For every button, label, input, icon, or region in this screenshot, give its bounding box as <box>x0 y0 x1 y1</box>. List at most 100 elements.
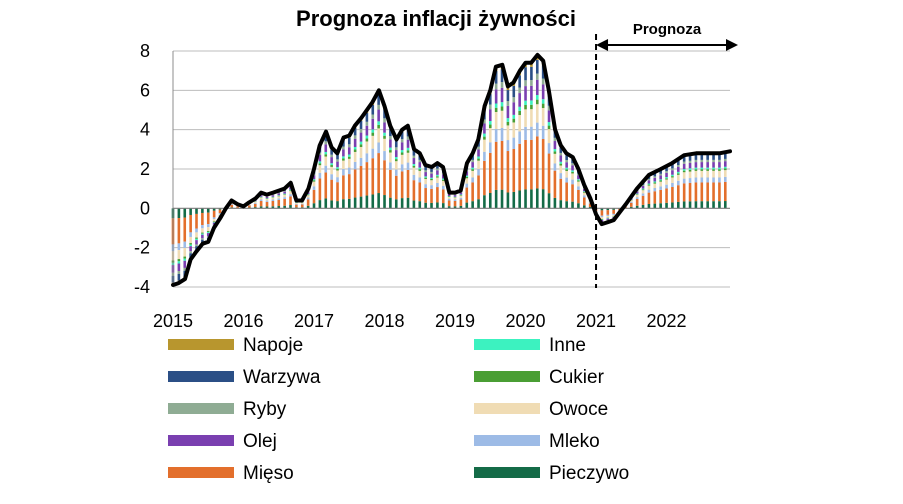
bar-segment-olej <box>406 139 410 148</box>
bar-segment-pieczywo <box>189 208 192 215</box>
bar-segment-mleko <box>277 198 281 201</box>
legend-item: Ryby <box>168 399 287 420</box>
bar-segment-pieczywo <box>582 205 586 209</box>
bar-segment-pieczywo <box>724 201 727 209</box>
bar-segment-mleko <box>342 169 345 176</box>
bar-segment-mleko <box>535 122 539 137</box>
bar-segment-olej <box>665 172 668 178</box>
x-tick-labels: 2015 2016 2017 2018 2019 2020 2021 2022 <box>153 311 687 331</box>
bar-segment-olej <box>277 193 281 196</box>
bar-segment-mleko <box>671 182 674 187</box>
bar-segment-owoce <box>477 160 480 170</box>
bar-segment-cukier <box>430 178 433 181</box>
bar-segment-mięso <box>677 185 680 202</box>
bar-segment-owoce <box>541 108 545 126</box>
bar-segment-owoce <box>412 167 416 175</box>
bar-segment-ryby <box>477 146 480 150</box>
bar-segment-owoce <box>330 166 333 175</box>
bar-segment-cukier <box>312 180 316 182</box>
total-inflation-line <box>171 52 732 287</box>
bar-segment-olej <box>647 180 651 184</box>
bar-segment-cukier <box>201 232 204 234</box>
bar-segment-mleko <box>230 204 234 205</box>
legend-label: Owoce <box>549 399 608 420</box>
bar-segment-olej <box>682 163 686 170</box>
bar-segment-warzywa <box>682 156 686 162</box>
bar-segment-mięso <box>183 217 187 242</box>
bar-segment-mleko <box>283 197 286 199</box>
forecast-label: Prognoza <box>633 21 702 38</box>
bar-segment-pieczywo <box>201 208 204 213</box>
bar-segment-owoce <box>565 170 568 178</box>
bar-segment-mięso <box>665 188 668 203</box>
bar-segment-mięso <box>394 175 398 200</box>
bar-segment-mleko <box>324 165 328 173</box>
legend-label: Warzywa <box>243 367 321 388</box>
bar-segment-ryby <box>647 178 651 181</box>
bar-segment-ryby <box>189 251 192 254</box>
bar-segment-pieczywo <box>342 199 345 209</box>
bar-segment-mięso <box>447 200 451 207</box>
bar-segment-owoce <box>183 248 187 257</box>
bar-segment-owoce <box>530 109 533 127</box>
bar-segment-olej <box>412 158 416 165</box>
bar-segment-olej <box>541 84 545 100</box>
bar-segment-cukier <box>306 194 310 196</box>
bar-segment-owoce <box>629 200 633 202</box>
bar-segment-cukier <box>471 169 474 171</box>
bar-segment-mięso <box>535 136 539 189</box>
bar-segment-mięso <box>359 165 363 197</box>
bar-segment-owoce <box>295 202 298 204</box>
bar-segment-ryby <box>665 171 668 173</box>
bar-segment-warzywa <box>353 127 357 136</box>
bar-segment-mięso <box>706 182 709 202</box>
bar-segment-olej <box>389 139 392 148</box>
bar-segment-mleko <box>183 241 187 249</box>
bar-segment-olej <box>577 175 580 180</box>
bar-segment-pieczywo <box>195 208 198 214</box>
bar-segment-olej <box>547 110 551 123</box>
x-tick-label: 2019 <box>435 311 475 331</box>
bar-segment-cukier <box>383 135 386 139</box>
bar-segment-mięso <box>336 182 339 202</box>
bar-segment-warzywa <box>336 154 339 160</box>
bar-segment-warzywa <box>671 164 674 169</box>
bar-segment-mięso <box>424 188 427 203</box>
bar-segment-inne <box>377 121 380 125</box>
bar-segment-olej <box>347 147 351 155</box>
bar-segment-pieczywo <box>653 203 657 209</box>
bar-segment-mięso <box>342 175 345 200</box>
bar-segment-mięso <box>418 182 422 202</box>
bar-segment-mleko <box>659 186 662 190</box>
bar-segment-mleko <box>383 151 386 161</box>
bar-segment-inne <box>283 193 286 195</box>
bar-segment-ryby <box>659 173 662 176</box>
bar-segment-cukier <box>318 163 322 166</box>
bar-segment-olej <box>400 142 404 151</box>
bar-segment-mleko <box>677 180 680 186</box>
bar-segment-pieczywo <box>471 201 474 209</box>
bar-segment-pieczywo <box>183 208 187 218</box>
bar-segment-cukier <box>189 243 192 245</box>
bar-segment-cukier <box>500 106 504 111</box>
bar-segment-inne <box>183 258 187 261</box>
bar-segment-mleko <box>265 200 269 202</box>
bar-segment-mięso <box>253 203 257 208</box>
bar-segment-warzywa <box>195 246 198 251</box>
y-tick-label: 0 <box>140 198 150 218</box>
bar-segment-owoce <box>359 147 363 158</box>
bar-segment-mięso <box>565 182 568 202</box>
bar-segment-mleko <box>606 214 610 217</box>
bar-segment-pieczywo <box>206 208 210 213</box>
bar-segment-ryby <box>406 136 410 140</box>
bar-segment-owoce <box>582 192 586 196</box>
bar-segment-mięso <box>389 169 392 198</box>
bar-segment-olej <box>706 162 709 168</box>
bar-segment-mięso <box>236 206 239 208</box>
bar-segment-mięso <box>471 182 474 202</box>
bar-segment-cukier <box>518 110 521 116</box>
bar-segment-pieczywo <box>494 189 498 209</box>
bar-segment-pieczywo <box>418 201 422 209</box>
bar-segment-cukier <box>465 176 469 179</box>
bar-segment-olej <box>189 246 192 252</box>
